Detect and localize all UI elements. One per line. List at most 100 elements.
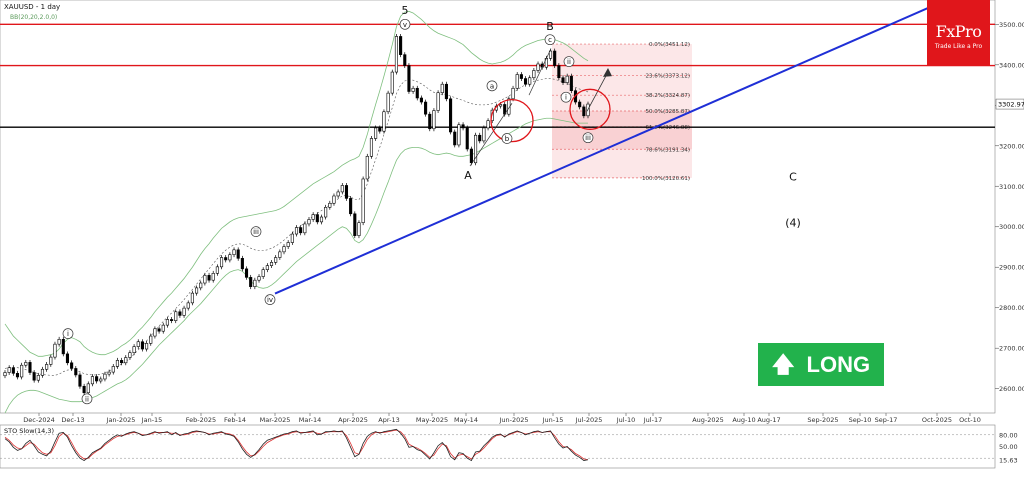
candle-body <box>561 77 565 83</box>
candle-body <box>70 362 74 369</box>
wave-label-circle <box>250 226 262 237</box>
candle-body <box>344 185 349 199</box>
candle-body <box>74 368 78 376</box>
candle-body <box>7 367 11 373</box>
stochastic-oscillator: STO Slow(14,3) 80.00 50.00 15.63 <box>0 427 1018 464</box>
candle-body <box>65 353 70 364</box>
candle-body <box>24 362 28 366</box>
candle-body <box>240 258 244 270</box>
candle-body <box>486 120 490 129</box>
candle-body <box>290 233 294 243</box>
x-tick-label: Sep-17 <box>875 416 898 424</box>
x-tick-label: Aug-10 <box>732 416 755 424</box>
candle-body <box>369 138 374 157</box>
wave-label: iii <box>253 228 259 236</box>
candle-body <box>140 341 144 350</box>
candle-body <box>436 92 440 111</box>
candle-body <box>82 385 86 394</box>
x-tick-label: Aug-2025 <box>692 416 724 424</box>
candle-body <box>415 87 419 99</box>
y-tick-label: 2600.00 <box>999 385 1024 393</box>
candle-body <box>340 185 344 193</box>
candle-body <box>523 78 528 85</box>
wave-label-circled: b <box>501 133 513 144</box>
long-signal-button[interactable]: 🡅 LONG <box>758 343 884 386</box>
x-tick-label: Aug-17 <box>757 416 780 424</box>
stochastic-k-line <box>4 428 589 462</box>
candle-body <box>336 191 340 197</box>
candle-body <box>15 373 20 378</box>
candle-body <box>332 195 336 204</box>
wave-label-circle <box>81 393 93 405</box>
wave-label: a <box>490 82 494 90</box>
x-tick-label: Feb-2025 <box>186 416 216 424</box>
x-tick-label: Mar-14 <box>299 416 321 424</box>
wave-label: A <box>464 169 472 182</box>
candle-body <box>207 275 211 281</box>
candle-body <box>548 50 553 59</box>
candle-body <box>461 124 465 129</box>
candle-body <box>407 65 411 92</box>
wave-label-circled: ii <box>563 56 575 67</box>
candle-body <box>32 372 36 381</box>
candle-body <box>199 282 203 289</box>
x-tick-label: Jan-15 <box>141 416 163 424</box>
x-axis: Dec-2024 Dec-13 Jan-2025 Jan-15 Feb-2025 Feb-… <box>23 413 981 424</box>
x-tick-label: Dec-2024 <box>23 416 54 424</box>
wave-label-circle <box>486 80 498 92</box>
candle-body <box>115 360 119 367</box>
long-signal-label: LONG <box>806 351 871 377</box>
candle-body <box>78 374 82 387</box>
candle-body <box>499 104 503 107</box>
candle-body <box>244 268 249 278</box>
candle-body <box>274 257 278 263</box>
candle-body <box>444 83 448 100</box>
wave-label: v <box>403 21 407 29</box>
fib-level-label: 50.0%(3285.87) <box>645 109 690 115</box>
candle-body <box>261 269 265 277</box>
candle-body <box>128 352 132 358</box>
candle-body <box>378 127 382 132</box>
candle-body <box>203 275 207 284</box>
candle-body <box>515 74 519 89</box>
candle-body <box>449 98 453 133</box>
candle-body <box>328 202 332 208</box>
candle-body <box>36 375 40 381</box>
wave-label-circle <box>544 34 556 46</box>
candle-body <box>45 364 49 370</box>
oscillator-title: STO Slow(14,3) <box>4 427 54 435</box>
fib-level-label: 38.2%(3324.87) <box>645 93 690 99</box>
wave-label-circled: c <box>544 34 556 46</box>
candle-body <box>153 328 157 337</box>
candle-body <box>120 360 124 364</box>
wave-label: i <box>67 330 69 338</box>
candle-body <box>349 198 353 215</box>
chart-title: XAUUSD - 1 day <box>4 3 60 11</box>
wave-label: ii <box>85 395 89 403</box>
wave-label: B <box>546 20 554 33</box>
candle-body <box>453 131 457 146</box>
stochastic-d-line <box>4 429 589 461</box>
x-tick-label: Dec-13 <box>61 416 84 424</box>
candle-body <box>211 273 215 281</box>
candle-body <box>170 319 174 321</box>
candle-body <box>103 373 107 380</box>
wave-label-circled: ii <box>81 393 93 405</box>
fib-retracement-zone: 0.0%(3451.12) 23.6%(3373.12) 38.2%(3324.87… <box>552 42 692 182</box>
wave-label: b <box>505 135 510 143</box>
candle-body <box>582 106 586 117</box>
y-tick-label: 2700.00 <box>999 345 1024 353</box>
candle-body <box>111 366 115 373</box>
wave-label: c <box>548 36 552 44</box>
candle-body <box>319 216 324 223</box>
x-tick-label: Sep-10 <box>849 416 872 424</box>
candle-body <box>174 311 178 321</box>
wave-label: C <box>789 171 797 184</box>
y-tick-label: 2800.00 <box>999 304 1024 312</box>
x-tick-label: Apr-13 <box>378 416 399 424</box>
wave-label-circle <box>399 18 411 30</box>
candle-body <box>465 127 469 150</box>
oscillator-tick-label: 80.00 <box>999 431 1018 439</box>
